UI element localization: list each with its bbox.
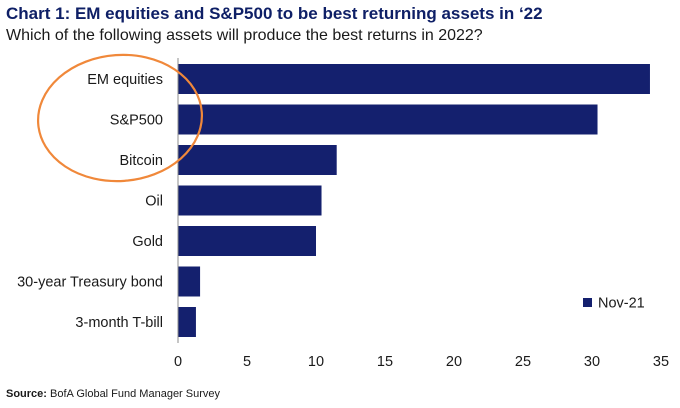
source-label: Source: (6, 388, 47, 400)
x-tick-label-30: 30 (584, 354, 600, 370)
source-text: BofA Global Fund Manager Survey (50, 388, 221, 400)
x-tick-label-20: 20 (446, 354, 462, 370)
legend-swatch (583, 298, 592, 307)
x-tick-label-0: 0 (174, 354, 182, 370)
x-tick-label-25: 25 (515, 354, 531, 370)
legend: Nov-21 (583, 296, 645, 312)
source-note: Source: BofA Global Fund Manager Survey (6, 388, 220, 400)
category-labels: EM equities S&P500 Bitcoin Oil Gold 30-year T… (17, 72, 163, 331)
chart-subtitle: Which of the following assets will produ… (6, 27, 483, 44)
bar-3-month-t-bill (178, 307, 196, 337)
category-label-em-equities: EM equities (87, 72, 163, 88)
x-tick-label-5: 5 (243, 354, 251, 370)
bar-oil (178, 185, 322, 216)
x-tick-label-35: 35 (653, 354, 669, 370)
chart-title: Chart 1: EM equities and S&P500 to be be… (6, 4, 543, 23)
category-label-gold: Gold (132, 234, 163, 250)
bar-gold (178, 226, 316, 256)
category-label-oil: Oil (145, 194, 163, 210)
category-label-3-month-t-bill: 3-month T-bill (75, 315, 163, 331)
category-label-s-p500: S&P500 (110, 113, 163, 129)
highlight-circle (36, 53, 204, 183)
category-label-30-year-treasury-bond: 30-year Treasury bond (17, 275, 163, 291)
x-tick-label-10: 10 (308, 354, 324, 370)
bars-layer (178, 64, 650, 337)
bar-bitcoin (178, 145, 337, 175)
legend-label-nov-21: Nov-21 (598, 296, 645, 312)
bar-s-p500 (178, 104, 598, 135)
bar-30-year-treasury-bond (178, 266, 201, 297)
bar-em-equities (178, 64, 650, 94)
category-label-bitcoin: Bitcoin (119, 153, 163, 169)
x-tick-label-15: 15 (377, 354, 393, 370)
x-tick-labels: 0 5 10 15 20 25 30 35 (174, 354, 669, 370)
